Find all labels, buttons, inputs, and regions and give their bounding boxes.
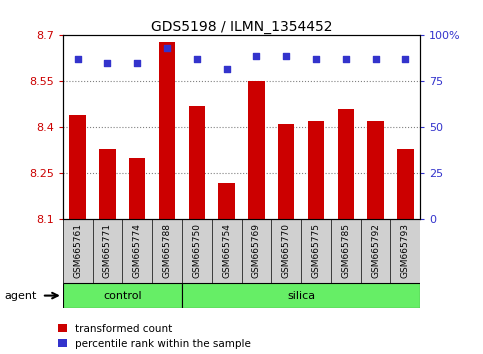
Text: GSM665754: GSM665754	[222, 223, 231, 278]
Bar	[182, 283, 420, 308]
Bar	[368, 121, 384, 219]
Bar	[338, 109, 354, 219]
Point	[372, 57, 380, 62]
Bar	[397, 149, 413, 219]
Text: silica: silica	[287, 291, 315, 301]
Point	[193, 57, 201, 62]
Bar	[129, 158, 145, 219]
Bar	[70, 115, 86, 219]
Bar	[189, 106, 205, 219]
Text: GSM665793: GSM665793	[401, 223, 410, 278]
Point	[133, 60, 141, 66]
Point	[74, 57, 82, 62]
Text: GSM665792: GSM665792	[371, 223, 380, 278]
Bar	[248, 81, 265, 219]
Legend: transformed count, percentile rank within the sample: transformed count, percentile rank withi…	[58, 324, 251, 349]
Title: GDS5198 / ILMN_1354452: GDS5198 / ILMN_1354452	[151, 21, 332, 34]
Bar	[218, 183, 235, 219]
Text: agent: agent	[5, 291, 37, 301]
Text: GSM665761: GSM665761	[73, 223, 82, 278]
Text: GSM665785: GSM665785	[341, 223, 350, 278]
Bar	[278, 124, 294, 219]
Text: GSM665788: GSM665788	[163, 223, 171, 278]
Point	[223, 66, 230, 72]
Point	[253, 53, 260, 58]
Point	[282, 53, 290, 58]
Point	[401, 57, 409, 62]
Bar	[99, 149, 115, 219]
Text: GSM665774: GSM665774	[133, 223, 142, 278]
Bar	[159, 41, 175, 219]
Text: control: control	[103, 291, 142, 301]
Bar	[308, 121, 324, 219]
Text: GSM665775: GSM665775	[312, 223, 320, 278]
Text: GSM665769: GSM665769	[252, 223, 261, 278]
Point	[163, 45, 171, 51]
Bar	[63, 283, 182, 308]
Point	[312, 57, 320, 62]
Point	[104, 60, 112, 66]
Text: GSM665771: GSM665771	[103, 223, 112, 278]
Text: GSM665750: GSM665750	[192, 223, 201, 278]
Text: GSM665770: GSM665770	[282, 223, 291, 278]
Point	[342, 57, 350, 62]
